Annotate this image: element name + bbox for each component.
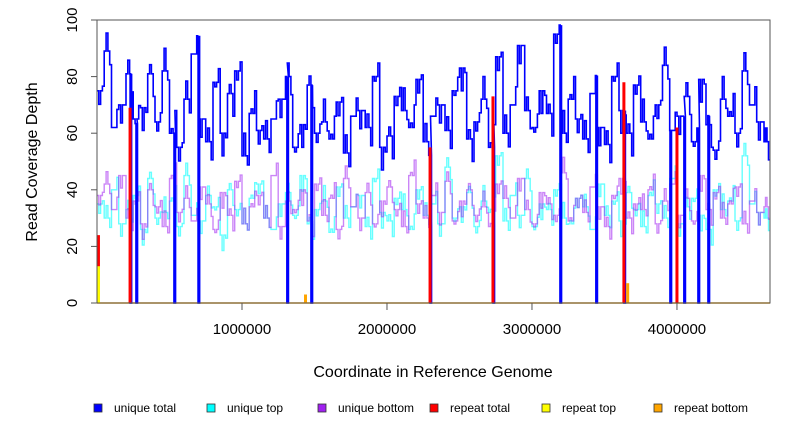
legend-swatch-unique-total <box>93 403 103 413</box>
y-axis: 0 20 40 60 80 100 <box>64 7 98 307</box>
x-tick-label: 2000000 <box>358 321 416 338</box>
legend-label: unique total <box>114 401 176 415</box>
x-axis-label: Coordinate in Reference Genome <box>313 364 552 381</box>
legend-label: repeat top <box>562 401 616 415</box>
legend-swatch-repeat-total <box>429 403 439 413</box>
legend-label: repeat bottom <box>674 401 748 415</box>
legend-swatch-unique-bottom <box>317 403 327 413</box>
legend-label: unique top <box>227 401 283 415</box>
x-axis: 1000000 2000000 3000000 4000000 <box>213 303 706 338</box>
legend-label: repeat total <box>450 401 510 415</box>
y-tick-label: 0 <box>64 299 81 307</box>
y-tick-label: 60 <box>64 125 81 142</box>
y-tick-label: 80 <box>64 68 81 85</box>
y-axis-label: Read Coverage Depth <box>24 82 41 241</box>
series-unique-bottom <box>97 156 770 304</box>
plot-lines <box>96 24 770 304</box>
y-tick-label: 20 <box>64 238 81 255</box>
legend-swatch-repeat-top <box>541 403 551 413</box>
series-unique-total <box>97 24 770 304</box>
legend: unique total unique top unique bottom repea… <box>93 401 748 415</box>
y-tick-label: 40 <box>64 181 81 198</box>
legend-label: unique bottom <box>338 401 414 415</box>
legend-swatch-unique-top <box>206 403 216 413</box>
x-tick-label: 3000000 <box>503 321 561 338</box>
x-tick-label: 4000000 <box>648 321 706 338</box>
x-tick-label: 1000000 <box>213 321 271 338</box>
y-tick-label: 100 <box>64 7 81 32</box>
legend-swatch-repeat-bottom <box>653 403 663 413</box>
